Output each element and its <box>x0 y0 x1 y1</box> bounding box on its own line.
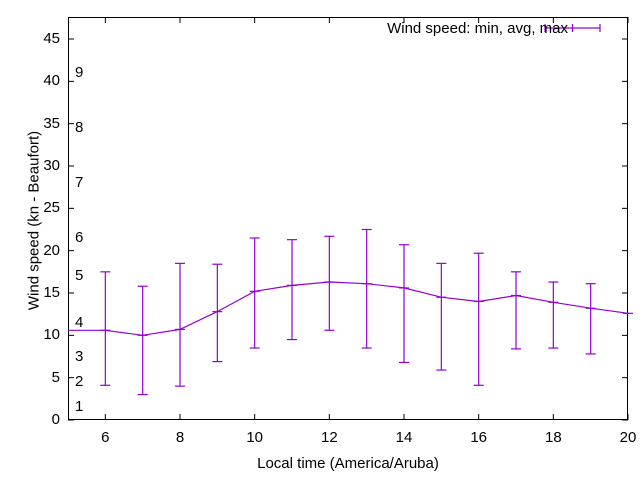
beaufort-tick-label: 4 <box>75 313 84 331</box>
plot-area <box>68 17 628 420</box>
y-tick-label: 0 <box>51 411 60 428</box>
y-tick-label: 35 <box>43 114 60 132</box>
x-axis-ticks <box>104 17 629 420</box>
x-tick-label: 8 <box>175 429 185 446</box>
x-tick-label: 20 <box>619 429 637 446</box>
x-tick-label: 14 <box>395 429 413 446</box>
y-tick-label: 5 <box>51 368 60 386</box>
y-tick-label: 15 <box>43 284 60 301</box>
x-tick-label: 16 <box>470 429 487 446</box>
x-tick-label: 10 <box>246 429 263 446</box>
y-tick-label: 20 <box>43 241 60 259</box>
y-tick-label: 30 <box>43 157 60 174</box>
y-tick-label: 40 <box>43 72 60 90</box>
x-axis-title: Local time (America/Aruba) <box>257 455 439 472</box>
x-tick-label: 18 <box>544 429 562 446</box>
beaufort-tick-label: 8 <box>75 118 84 136</box>
beaufort-tick-label: 5 <box>75 267 84 285</box>
beaufort-tick-label: 9 <box>75 63 84 81</box>
x-tick-label: 6 <box>101 429 110 446</box>
error-bars-group <box>100 228 633 396</box>
beaufort-tick-label: 2 <box>75 372 84 390</box>
beaufort-tick-label: 7 <box>75 173 84 191</box>
y-axis-title: Wind speed (kn - Beaufort) <box>25 130 43 311</box>
y-tick-label: 25 <box>43 199 60 217</box>
legend-label: Wind speed: min, avg, max <box>387 20 568 37</box>
beaufort-tick-label: 3 <box>75 347 84 365</box>
x-tick-label: 12 <box>320 429 338 446</box>
beaufort-tick-label: 6 <box>75 228 84 246</box>
y-tick-label: 10 <box>43 326 60 344</box>
y-tick-label: 45 <box>43 30 60 47</box>
average-line <box>68 281 629 336</box>
y-axis-ticks <box>68 38 628 421</box>
beaufort-tick-label: 1 <box>75 398 84 416</box>
legend-sample-line <box>544 24 601 32</box>
